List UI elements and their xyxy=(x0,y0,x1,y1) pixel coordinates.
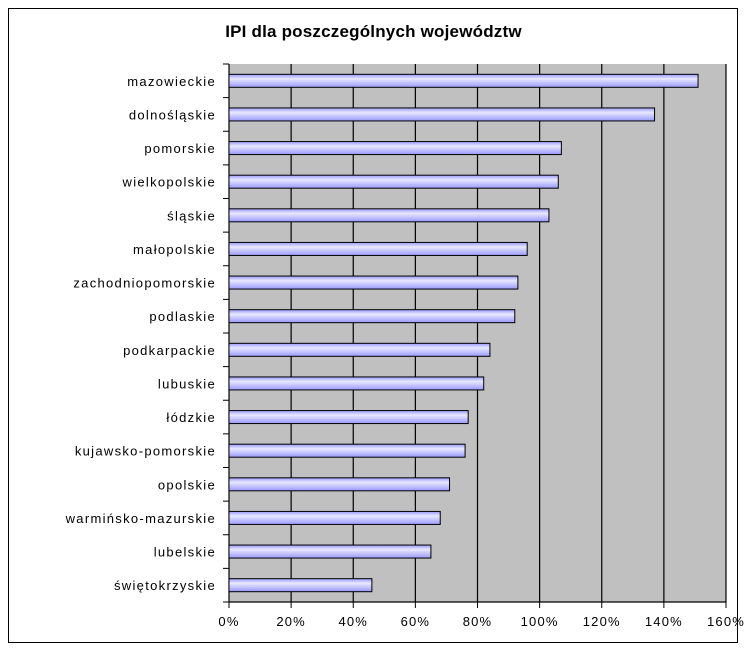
bar xyxy=(228,275,519,290)
category-label: pomorskie xyxy=(144,141,216,156)
bar xyxy=(228,376,485,391)
chart-title: IPI dla poszczególnych województw xyxy=(225,22,522,41)
x-tick-label: 100% xyxy=(521,614,559,629)
bar xyxy=(228,477,451,492)
category-label: opolskie xyxy=(158,477,216,492)
x-tick-label: 80% xyxy=(463,614,493,629)
category-label: dolnośląskie xyxy=(129,107,216,122)
category-label: podlaskie xyxy=(149,309,216,324)
category-label: wielkopolskie xyxy=(122,175,217,190)
bar xyxy=(228,510,441,525)
bar xyxy=(228,443,466,458)
category-label: kujawsko-pomorskie xyxy=(75,444,216,459)
bar xyxy=(228,107,656,122)
bar xyxy=(228,544,432,559)
bar xyxy=(228,309,516,324)
x-tick-label: 140% xyxy=(645,614,683,629)
bar xyxy=(228,174,559,189)
category-label: lubuskie xyxy=(158,376,216,391)
x-tick-label: 120% xyxy=(583,614,621,629)
category-label: zachodniopomorskie xyxy=(73,276,216,291)
category-label: podkarpackie xyxy=(123,343,216,358)
x-tick-label: 0% xyxy=(218,614,239,629)
bar xyxy=(228,578,373,593)
category-label: lubelskie xyxy=(154,545,216,560)
category-label: śląskie xyxy=(167,208,216,223)
category-label: warmińsko-mazurskie xyxy=(65,511,216,526)
x-tick-label: 40% xyxy=(338,614,368,629)
x-tick-label: 20% xyxy=(276,614,306,629)
bar xyxy=(228,141,562,156)
category-label: łódzkie xyxy=(166,410,216,425)
bar xyxy=(228,208,550,223)
bar xyxy=(228,241,528,256)
x-tick-label: 160% xyxy=(707,614,745,629)
category-label: mazowieckie xyxy=(127,74,216,89)
bar xyxy=(228,342,491,357)
bar xyxy=(228,73,699,88)
category-label: małopolskie xyxy=(133,242,216,257)
x-tick-label: 60% xyxy=(401,614,431,629)
bar xyxy=(228,410,469,425)
category-label: świętokrzyskie xyxy=(114,578,216,593)
